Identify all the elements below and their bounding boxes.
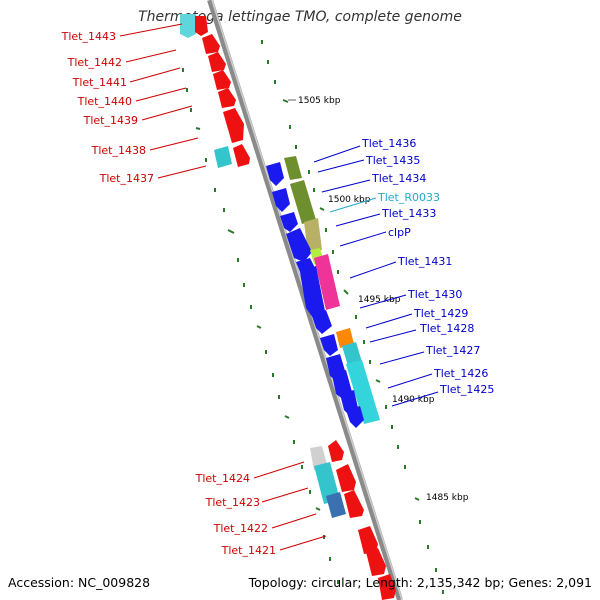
gene-arrow-tlet-1437 xyxy=(233,144,250,167)
gene-arrow-tlet-1430 xyxy=(300,266,326,322)
left-gene-labels: Tlet_1443 Tlet_1442 Tlet_1441 Tlet_1440 … xyxy=(61,30,276,557)
gene-arrow-tlet-1428 xyxy=(320,334,338,356)
gene-label-tlet-1422[interactable]: Tlet_1422 xyxy=(213,522,268,535)
gene-label-tlet-1425[interactable]: Tlet_1425 xyxy=(439,383,494,396)
gene-arrow-tlet-1439 xyxy=(218,88,236,108)
leader-lines-right xyxy=(313,145,439,407)
scale-marker-1495: 1495 kbp xyxy=(358,295,401,305)
left-features-top xyxy=(180,14,250,168)
gene-label-tlet-1443[interactable]: Tlet_1443 xyxy=(61,30,116,43)
accession-text: Accession: NC_009828 xyxy=(8,575,151,590)
gene-arrow-tlet-1438 xyxy=(223,108,244,143)
gene-box-tlet-1437 xyxy=(214,146,232,168)
gene-arrow-tlet-1443-red xyxy=(195,16,208,36)
gene-arrow-tlet-1442 xyxy=(202,34,220,54)
gene-box-tlet-1426 xyxy=(346,360,380,424)
gene-label-tlet-1434[interactable]: Tlet_1434 xyxy=(371,172,426,185)
gene-label-tlet-1433[interactable]: Tlet_1433 xyxy=(381,207,436,220)
gene-box-tlet-1431 xyxy=(314,254,340,310)
gene-label-tlet-1428[interactable]: Tlet_1428 xyxy=(419,322,474,335)
gene-label-tlet-1426[interactable]: Tlet_1426 xyxy=(433,367,488,380)
gene-arrow-tlet-1425b xyxy=(346,406,364,428)
leader-lines-left xyxy=(119,23,327,551)
gene-label-tlet-1438[interactable]: Tlet_1438 xyxy=(91,144,146,157)
right-gene-labels: Tlet_1436 Tlet_1435 Tlet_1434 Tlet_R0033… xyxy=(361,137,494,396)
gene-label-tlet-1442[interactable]: Tlet_1442 xyxy=(67,56,122,69)
gene-label-tlet-1437[interactable]: Tlet_1437 xyxy=(99,172,154,185)
gene-arrow-tlet-1440 xyxy=(213,70,231,90)
gene-label-tlet-1429[interactable]: Tlet_1429 xyxy=(413,307,468,320)
scale-marker-1485: 1485 kbp xyxy=(426,493,469,503)
gene-arrow-tlet-1424 xyxy=(328,440,344,462)
gene-arrow-tlet-1433 xyxy=(280,212,298,232)
gene-arrow-tlet-1419 xyxy=(378,574,396,600)
gene-arrow-tlet-1429 xyxy=(312,310,332,334)
gene-box-tlet-1428 xyxy=(336,328,354,348)
gene-arrow-tlet-1441 xyxy=(208,52,226,72)
tick-ladder-left xyxy=(182,68,339,584)
gene-label-tlet-1441[interactable]: Tlet_1441 xyxy=(72,76,127,89)
gene-label-clpp[interactable]: clpP xyxy=(388,226,411,239)
gene-arrow-tlet-1436 xyxy=(266,162,284,186)
gene-label-tlet-1431[interactable]: Tlet_1431 xyxy=(397,255,452,268)
gene-arrow-tlet-1423 xyxy=(336,464,356,492)
gene-box-tlet-1435 xyxy=(284,156,302,180)
right-features-middle xyxy=(266,156,380,428)
tick-ladder-right xyxy=(261,40,444,594)
gene-label-tlet-1424[interactable]: Tlet_1424 xyxy=(195,472,250,485)
gene-label-tlet-1421[interactable]: Tlet_1421 xyxy=(221,544,276,557)
gene-arrow-tlet-1420 xyxy=(366,548,386,576)
topology-text: Topology: circular; Length: 2,135,342 bp… xyxy=(248,575,592,590)
gene-arrow-tlet-1434 xyxy=(272,188,290,212)
scale-marker-1500: 1500 kbp xyxy=(328,195,371,205)
gene-label-tlet-1430[interactable]: Tlet_1430 xyxy=(407,288,462,301)
gene-box-tlet-1423 xyxy=(314,462,340,504)
gene-arrow-tlet-1421 xyxy=(358,526,378,554)
gene-box-tlet-1427 xyxy=(342,342,362,366)
gene-arrow-tlet-1443 xyxy=(180,14,196,38)
gene-arrow-clpp xyxy=(286,228,312,262)
gene-label-tlet-1423[interactable]: Tlet_1423 xyxy=(205,496,260,509)
gene-arrow-tlet-1422 xyxy=(344,490,364,518)
gene-label-tlet-1439[interactable]: Tlet_1439 xyxy=(83,114,138,127)
gene-label-tlet-1435[interactable]: Tlet_1435 xyxy=(365,154,420,167)
gene-box-tlet-1434 xyxy=(290,180,316,224)
gene-label-tlet-1440[interactable]: Tlet_1440 xyxy=(77,95,132,108)
gene-label-tlet-1436[interactable]: Tlet_1436 xyxy=(361,137,416,150)
scale-marker-1505: 1505 kbp xyxy=(298,96,341,106)
gene-label-tlet-r0033[interactable]: Tlet_R0033 xyxy=(377,191,440,204)
gene-box-tlet-1422 xyxy=(326,492,346,518)
gene-label-tlet-1427[interactable]: Tlet_1427 xyxy=(425,344,480,357)
left-features-bottom xyxy=(310,440,396,600)
